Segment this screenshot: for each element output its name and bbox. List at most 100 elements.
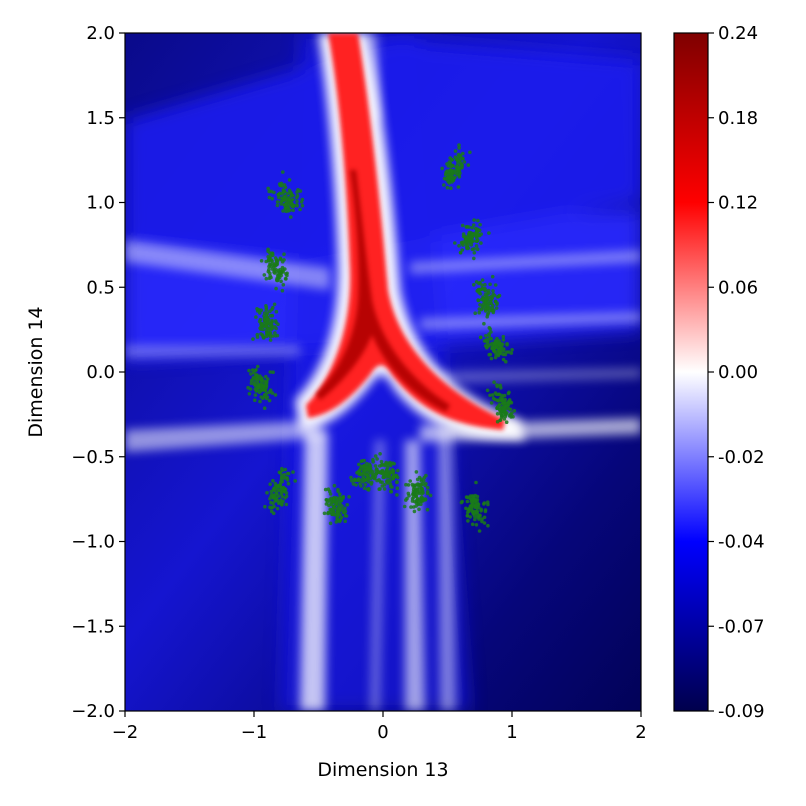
scatter-point: [469, 504, 474, 508]
scatter-point: [506, 406, 511, 411]
scatter-point: [262, 314, 266, 318]
scatter-point: [503, 404, 508, 409]
scatter-point: [479, 241, 483, 245]
scatter-point: [275, 506, 280, 511]
y-tick-label: 1.5: [86, 108, 115, 129]
scatter-point: [461, 151, 465, 156]
scatter-point: [467, 508, 471, 512]
scatter-point: [299, 200, 304, 204]
scatter-point: [283, 276, 288, 281]
scatter-point: [274, 326, 278, 331]
scatter-point: [495, 383, 499, 387]
scatter-point: [480, 278, 485, 282]
scatter-point: [373, 454, 378, 458]
scatter-point: [467, 232, 471, 236]
y-tick-label: 0.0: [86, 362, 115, 383]
scatter-point: [268, 331, 273, 335]
scatter-point: [371, 457, 375, 462]
scatter-point: [275, 277, 279, 282]
scatter-point: [285, 476, 290, 480]
colorbar-tick-label: 0.00: [718, 362, 758, 383]
scatter-cluster: [246, 364, 278, 411]
scatter-point: [404, 482, 408, 487]
scatter-point: [425, 490, 430, 494]
scatter-point: [264, 276, 269, 281]
scatter-point: [327, 503, 331, 508]
scatter-point: [275, 484, 280, 488]
scatter-point: [442, 183, 446, 187]
scatter-point: [381, 475, 386, 480]
scatter-point: [262, 406, 267, 411]
scatter-point: [497, 392, 501, 397]
scatter-point: [505, 342, 509, 346]
scatter-point: [501, 407, 506, 411]
scatter-point: [265, 317, 270, 322]
scatter-point: [474, 511, 479, 515]
scatter-point: [249, 372, 253, 376]
scatter-point: [270, 505, 275, 510]
scatter-point: [499, 346, 503, 351]
scatter-point: [263, 504, 267, 509]
y-tick-label: −0.5: [71, 447, 115, 468]
scatter-point: [281, 170, 285, 174]
scatter-point: [332, 483, 337, 488]
scatter-point: [334, 502, 339, 506]
scatter-point: [368, 463, 372, 468]
x-tick-label: 2: [635, 722, 646, 743]
scatter-point: [267, 264, 271, 269]
scatter-point: [411, 489, 416, 494]
scatter-point: [461, 243, 465, 247]
scatter-point: [282, 195, 287, 200]
scatter-point: [450, 163, 455, 168]
scatter-point: [507, 413, 512, 418]
scatter-point: [279, 199, 284, 204]
scatter-point: [273, 331, 277, 335]
scatter-point: [493, 350, 497, 354]
scatter-point: [366, 466, 371, 471]
scatter-point: [282, 252, 286, 256]
scatter-point: [288, 190, 293, 195]
scatter-point: [471, 239, 476, 243]
scatter-point: [359, 472, 363, 477]
scatter-point: [478, 280, 482, 285]
scatter-point: [274, 499, 278, 503]
colorbar-axis: 0.24 0.18 0.12 0.06 0.00 -0.02 -0.04 -0.07 -0.09: [708, 23, 765, 722]
scatter-point: [291, 197, 295, 202]
scatter-point: [457, 143, 461, 147]
scatter-points: [246, 143, 517, 533]
scatter-point: [446, 164, 451, 168]
scatter-point: [487, 231, 491, 235]
scatter-point: [280, 184, 285, 188]
scatter-cluster: [485, 380, 517, 425]
scatter-point: [457, 146, 461, 150]
scatter-point: [472, 256, 476, 261]
scatter-point: [462, 160, 467, 164]
scatter-point: [461, 156, 465, 161]
scatter-point: [253, 398, 257, 403]
scatter-cluster: [263, 466, 298, 516]
scatter-point: [369, 482, 374, 486]
scatter-point: [338, 492, 342, 497]
scatter-point: [286, 481, 291, 486]
y-tick-label: −1.0: [71, 532, 115, 553]
scatter-point: [493, 355, 498, 360]
scatter-point: [428, 493, 433, 498]
scatter-point: [359, 464, 364, 469]
scatter-cluster: [440, 143, 472, 190]
scatter-point: [343, 519, 348, 523]
scatter-point: [493, 397, 497, 402]
scatter-point: [261, 327, 265, 332]
scatter-point: [419, 495, 424, 500]
scatter-point: [484, 334, 488, 338]
scatter-point: [468, 515, 473, 519]
scatter-point: [460, 499, 465, 504]
scatter-point: [406, 491, 411, 496]
scatter-point: [344, 514, 349, 518]
scatter-point: [279, 279, 283, 284]
scatter-point: [365, 487, 370, 492]
scatter-point: [480, 519, 484, 524]
scatter-point: [490, 306, 495, 310]
scatter-point: [471, 223, 476, 227]
scatter-point: [419, 487, 424, 491]
